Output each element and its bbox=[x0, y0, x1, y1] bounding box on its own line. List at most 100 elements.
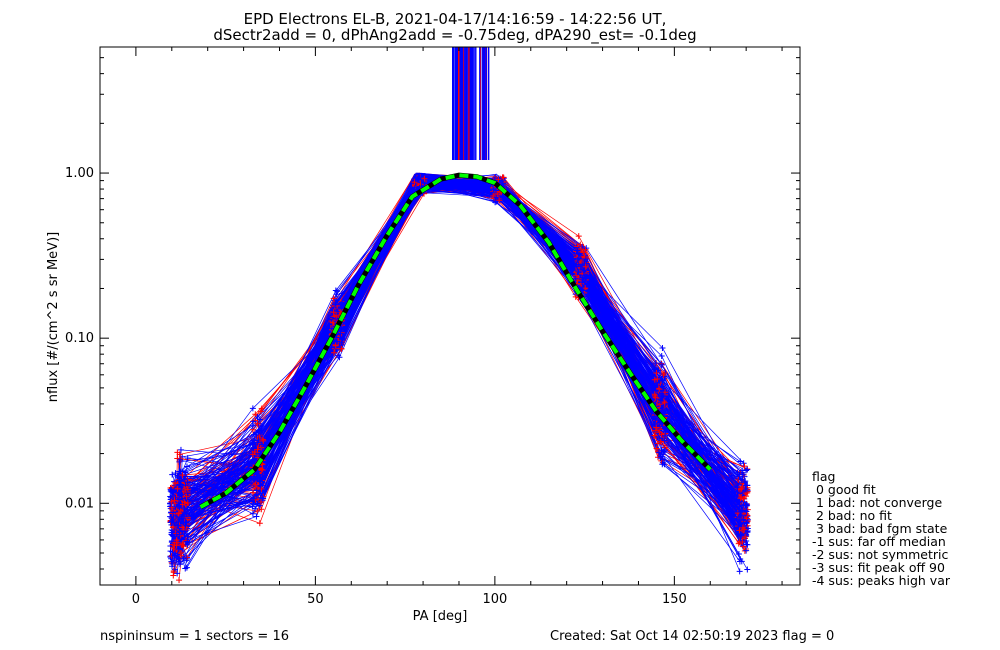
sample-marker bbox=[332, 287, 339, 294]
sample-marker bbox=[181, 530, 188, 537]
sample-marker bbox=[250, 495, 257, 502]
sample-marker bbox=[411, 184, 418, 191]
legend-item: 3 bad: bad fgm state bbox=[812, 521, 948, 536]
sample-marker bbox=[255, 437, 262, 444]
sample-marker bbox=[183, 493, 190, 500]
blue-trace bbox=[180, 184, 742, 537]
sample-marker bbox=[184, 493, 191, 500]
sample-marker bbox=[574, 256, 581, 263]
sample-marker bbox=[171, 542, 178, 549]
chart-title-line-2: dSectr2add = 0, dPhAng2add = -0.75deg, d… bbox=[213, 26, 696, 45]
sample-marker bbox=[175, 522, 182, 529]
sample-marker bbox=[168, 518, 175, 525]
sample-marker bbox=[734, 484, 741, 491]
sample-marker bbox=[662, 432, 669, 439]
sample-marker bbox=[573, 274, 580, 281]
sample-marker bbox=[659, 344, 666, 351]
sample-marker bbox=[257, 482, 264, 489]
sample-marker bbox=[184, 455, 191, 462]
sample-marker bbox=[575, 268, 582, 275]
sample-marker bbox=[741, 479, 748, 486]
sample-marker bbox=[168, 558, 175, 565]
x-tick-label: 100 bbox=[482, 592, 507, 607]
y-tick-label: 0.10 bbox=[65, 331, 94, 346]
sample-marker bbox=[184, 541, 191, 548]
sample-marker bbox=[256, 476, 263, 483]
sample-marker bbox=[741, 526, 748, 533]
sample-marker bbox=[338, 345, 345, 352]
legend-item: 0 good fit bbox=[812, 482, 876, 497]
sample-marker bbox=[658, 361, 665, 368]
sample-marker bbox=[336, 354, 343, 361]
sample-marker bbox=[578, 246, 585, 253]
sample-marker bbox=[659, 393, 666, 400]
sample-marker bbox=[181, 505, 188, 512]
sample-marker bbox=[496, 197, 503, 204]
sample-marker bbox=[332, 342, 339, 349]
sample-marker bbox=[171, 566, 178, 573]
sample-marker bbox=[333, 312, 340, 319]
sample-marker bbox=[652, 360, 659, 367]
sample-marker bbox=[168, 504, 175, 511]
sample-marker bbox=[258, 444, 265, 451]
sample-marker bbox=[172, 479, 179, 486]
sample-marker bbox=[575, 247, 582, 254]
sample-marker bbox=[737, 458, 744, 465]
sample-marker bbox=[182, 473, 189, 480]
sample-marker bbox=[167, 488, 174, 495]
sample-marker bbox=[577, 263, 584, 270]
y-tick-label: 1.00 bbox=[65, 166, 94, 181]
sample-marker bbox=[184, 514, 191, 521]
sample-marker bbox=[657, 401, 664, 408]
y-axis-label: nflux [#/(cm^2 s sr MeV)] bbox=[46, 232, 61, 402]
sample-marker bbox=[573, 244, 580, 251]
sample-marker bbox=[177, 456, 184, 463]
legend-item: -2 sus: not symmetric bbox=[812, 547, 948, 562]
sample-marker bbox=[739, 469, 746, 476]
sample-marker bbox=[253, 487, 260, 494]
sample-marker bbox=[739, 503, 746, 510]
sample-marker bbox=[658, 352, 665, 359]
fit-curve-group bbox=[199, 172, 713, 510]
sample-marker bbox=[172, 552, 179, 559]
sample-marker bbox=[339, 336, 346, 343]
sample-marker bbox=[177, 446, 184, 453]
sample-marker bbox=[180, 553, 187, 560]
sample-marker bbox=[330, 309, 337, 316]
sample-marker bbox=[740, 460, 747, 467]
sample-marker bbox=[743, 508, 750, 515]
sample-marker bbox=[330, 295, 337, 302]
sample-marker bbox=[176, 516, 183, 523]
sample-marker bbox=[659, 461, 666, 468]
sample-marker bbox=[183, 463, 190, 470]
sample-marker bbox=[174, 449, 181, 456]
sample-marker bbox=[169, 471, 176, 478]
sample-marker bbox=[254, 500, 261, 507]
sample-marker bbox=[661, 437, 668, 444]
sample-marker bbox=[659, 451, 666, 458]
sample-marker bbox=[184, 533, 191, 540]
sample-marker bbox=[572, 275, 579, 282]
sample-marker bbox=[657, 397, 664, 404]
sample-marker bbox=[735, 499, 742, 506]
sample-marker bbox=[175, 555, 182, 562]
sample-marker bbox=[254, 446, 261, 453]
sample-marker bbox=[260, 495, 267, 502]
sample-marker bbox=[253, 431, 260, 438]
sample-marker bbox=[744, 466, 751, 473]
sample-marker bbox=[178, 515, 185, 522]
sample-marker bbox=[169, 516, 176, 523]
x-tick-label: 50 bbox=[307, 592, 324, 607]
sample-marker bbox=[736, 498, 743, 505]
legend-item: -1 sus: far off median bbox=[812, 534, 946, 549]
sample-marker bbox=[744, 516, 751, 523]
sample-marker bbox=[421, 175, 428, 182]
sample-marker bbox=[250, 457, 257, 464]
sample-marker bbox=[178, 481, 185, 488]
sample-marker bbox=[338, 301, 345, 308]
sample-marker bbox=[250, 439, 257, 446]
sample-marker bbox=[657, 438, 664, 445]
sample-marker bbox=[183, 564, 190, 571]
sample-marker bbox=[168, 498, 175, 505]
